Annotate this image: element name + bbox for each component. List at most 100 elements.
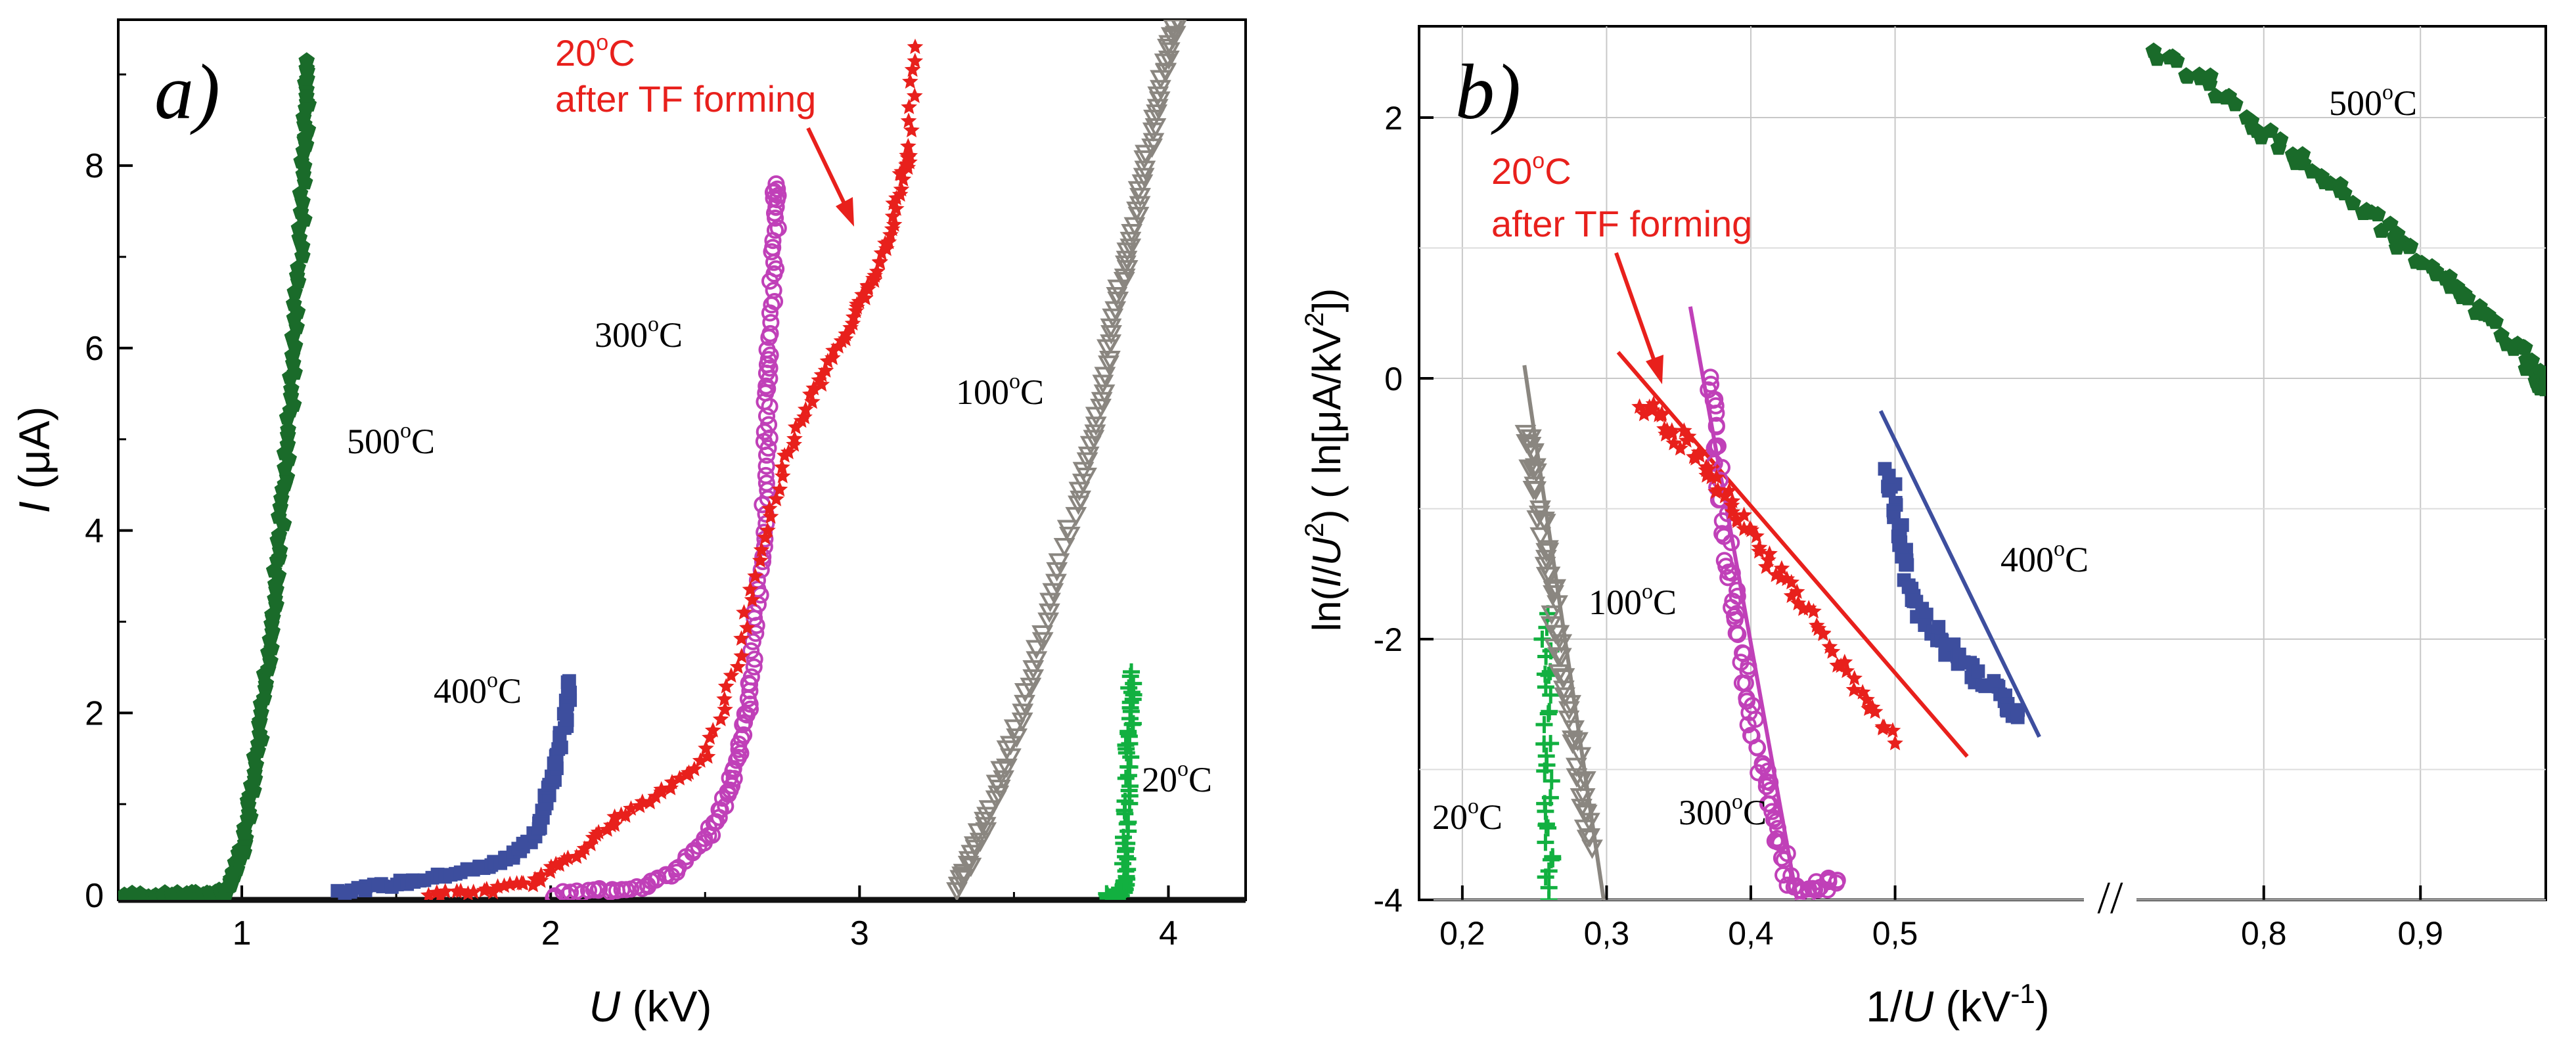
point-pentagon (2369, 206, 2386, 221)
label-100c-a: 100oC (956, 369, 1044, 412)
point-star (1729, 510, 1746, 527)
point-star (780, 443, 797, 460)
point-star (747, 568, 763, 583)
point-triangle-down (1534, 514, 1556, 533)
point-triangle-down (1154, 53, 1176, 74)
point-star (671, 770, 688, 786)
point-circle (767, 175, 785, 192)
point-circle (762, 313, 780, 332)
point-star (733, 630, 750, 646)
point-star (1821, 638, 1838, 654)
x-tick-label-a: 2 (541, 914, 560, 952)
point-pentagon (2201, 75, 2218, 91)
point-triangle-down (999, 736, 1022, 755)
point-triangle-down (1550, 634, 1573, 654)
x-tick-label-b: 0,4 (1728, 915, 1774, 952)
point-star (1636, 405, 1652, 422)
point-square (1905, 581, 1919, 596)
point-circle (1765, 809, 1783, 827)
point-star (1815, 625, 1832, 641)
point-star (1653, 407, 1670, 423)
point-plus (1535, 716, 1553, 734)
point-star (642, 793, 658, 810)
point-triangle-down (1076, 452, 1098, 472)
point-star (736, 604, 752, 620)
point-star (716, 690, 733, 707)
point-triangle-down (1056, 520, 1079, 540)
point-square (1938, 648, 1953, 662)
point-star (1748, 527, 1765, 543)
point-triangle-down (1107, 279, 1129, 300)
point-pentagon (2401, 238, 2418, 254)
point-circle (757, 474, 775, 492)
point-star (647, 788, 664, 804)
point-star (1757, 558, 1774, 574)
point-plus (1119, 813, 1137, 831)
point-circle (757, 466, 775, 484)
label-20c-tf-a: 20oC (555, 30, 635, 74)
point-star (787, 418, 804, 435)
point-star (768, 491, 784, 506)
point-star (899, 147, 915, 163)
point-triangle-down (1084, 424, 1106, 444)
series-plus-b (1533, 605, 1562, 900)
point-plus (1537, 868, 1554, 886)
label-20c-a: 20oC (1142, 757, 1212, 799)
point-triangle-down (1093, 384, 1116, 404)
y-tick-label-b: -4 (1374, 882, 1403, 919)
point-star (907, 53, 924, 68)
point-star (1836, 654, 1853, 669)
point-circle (1702, 368, 1719, 386)
point-star (460, 885, 476, 900)
point-triangle-down (1522, 445, 1544, 464)
point-star (1887, 734, 1903, 751)
point-star (759, 522, 776, 538)
label-400c-b: 400oC (2000, 537, 2089, 579)
point-triangle-down (1119, 231, 1142, 252)
point-triangle-down (1565, 757, 1587, 778)
point-star (893, 181, 910, 197)
point-circle (744, 633, 761, 650)
point-star (576, 840, 593, 856)
point-pentagon (2487, 313, 2504, 329)
point-triangle-down (978, 800, 1001, 820)
point-triangle-down (1529, 500, 1551, 520)
point-square (2010, 710, 2025, 725)
point-circle (1707, 397, 1725, 414)
point-circle (735, 726, 753, 744)
point-triangle-down (1100, 324, 1122, 345)
point-triangle-down (1116, 250, 1138, 271)
point-triangle-down (1090, 398, 1112, 418)
point-circle (1738, 692, 1756, 710)
point-triangle-down (1070, 490, 1092, 510)
point-pentagon (2537, 365, 2546, 381)
y-tick-label-b: 0 (1384, 361, 1403, 397)
point-star (869, 263, 886, 279)
point-star (1838, 662, 1855, 679)
point-circle (746, 650, 763, 668)
point-triangle-down (1579, 828, 1601, 848)
y-axis-label-a: I (μA) (10, 407, 58, 514)
point-square (1882, 483, 1896, 498)
arrow-a (806, 127, 849, 212)
point-triangle-down (1026, 640, 1047, 659)
point-square (1919, 608, 1933, 621)
point-star (752, 552, 769, 568)
point-pentagon (2226, 95, 2244, 112)
label-500c-b: 500oC (2329, 80, 2417, 123)
point-star (723, 667, 740, 683)
point-star (1846, 670, 1863, 686)
x-axis-label-b: 1/U (kV-1) (1866, 978, 2049, 1031)
point-triangle-down (1575, 803, 1596, 824)
point-star (786, 430, 803, 446)
x-tick-label-a: 3 (850, 914, 869, 952)
point-star (825, 349, 841, 365)
point-star (882, 226, 899, 242)
point-square (562, 674, 576, 688)
point-circle (1723, 533, 1740, 552)
point-square (1900, 558, 1914, 572)
point-triangle-down (1003, 719, 1026, 739)
point-circle (742, 642, 760, 659)
point-circle (1719, 569, 1737, 587)
point-triangle-down (1038, 603, 1060, 623)
